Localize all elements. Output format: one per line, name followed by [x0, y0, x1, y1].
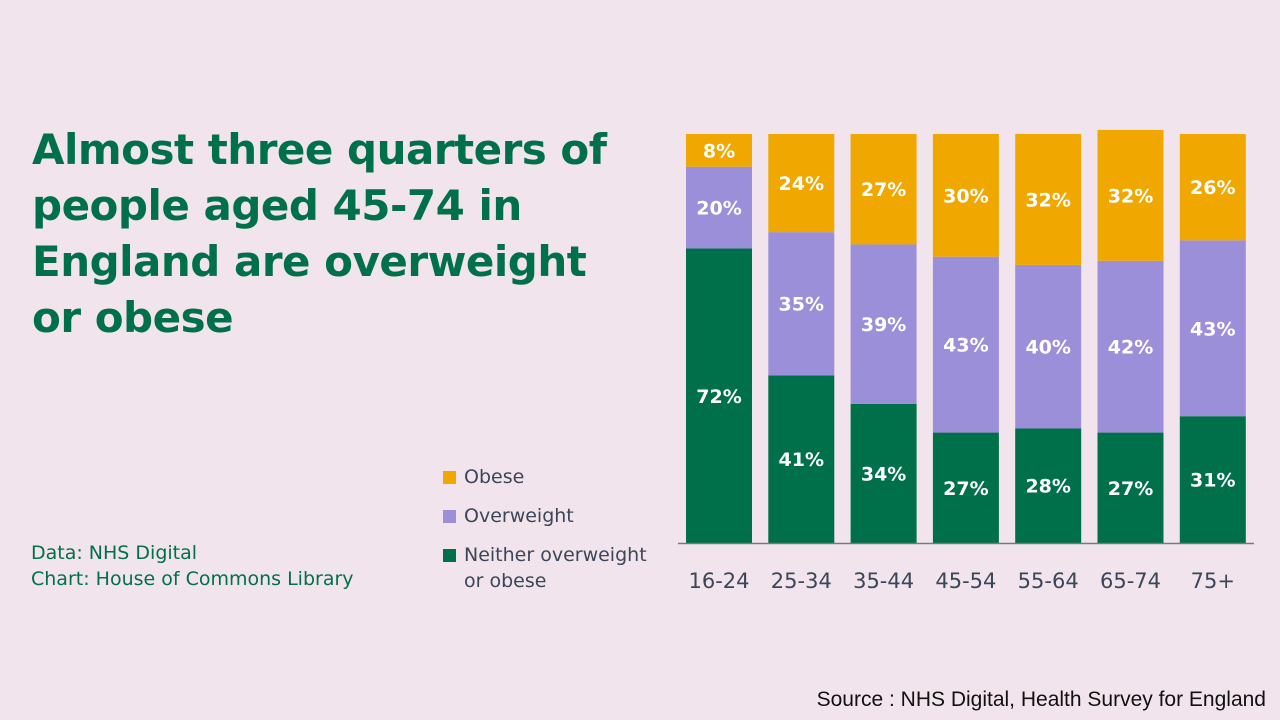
bar-neither-overweight-or-obese-55-64 [1015, 428, 1082, 543]
data-label-overweight-16-24: 20% [696, 198, 741, 220]
bar-neither-overweight-or-obese-65-74 [1097, 432, 1164, 543]
bar-obese-35-44 [850, 134, 917, 245]
x-tick-label-75: 75+ [1191, 569, 1235, 593]
bar-obese-45-54 [932, 134, 999, 257]
credits: Data: NHS Digital Chart: House of Common… [31, 540, 354, 592]
data-label-neither-overweight-or-obese-45-54: 27% [943, 478, 988, 500]
legend-swatch-overweight [443, 510, 456, 523]
chart-credit: Chart: House of Commons Library [31, 568, 354, 590]
bar-overweight-35-44 [850, 244, 917, 404]
x-tick-label-55-64: 55-64 [1018, 569, 1079, 593]
bar-neither-overweight-or-obese-25-34 [768, 375, 835, 543]
data-label-obese-35-44: 27% [861, 179, 906, 201]
legend-label-neither: Neither overweight or obese [464, 544, 647, 592]
legend: Obese Overweight Neither overweight or o… [443, 464, 673, 607]
data-label-obese-25-34: 24% [779, 173, 824, 195]
x-tick-label-45-54: 45-54 [935, 569, 996, 593]
bar-overweight-55-64 [1015, 264, 1082, 429]
bar-overweight-25-34 [768, 232, 835, 376]
data-label-obese-55-64: 32% [1025, 189, 1070, 211]
source-note: Source : NHS Digital, Health Survey for … [816, 688, 1266, 711]
data-label-obese-16-24: 8% [703, 140, 735, 162]
data-credit: Data: NHS Digital [31, 542, 198, 564]
legend-label-overweight: Overweight [464, 505, 574, 527]
x-tick-label-35-44: 35-44 [853, 569, 914, 593]
data-label-overweight-45-54: 43% [943, 335, 988, 357]
bar-obese-16-24 [686, 134, 752, 167]
data-label-overweight-55-64: 40% [1025, 337, 1070, 359]
data-label-neither-overweight-or-obese-25-34: 41% [779, 449, 824, 471]
legend-swatch-neither [443, 549, 456, 562]
bar-overweight-45-54 [932, 256, 999, 433]
bar-obese-75 [1179, 134, 1246, 241]
legend-item-obese: Obese [443, 464, 673, 490]
data-label-neither-overweight-or-obese-65-74: 27% [1108, 478, 1153, 500]
data-label-neither-overweight-or-obese-35-44: 34% [861, 463, 906, 485]
bar-neither-overweight-or-obese-45-54 [932, 432, 999, 543]
bar-obese-55-64 [1015, 134, 1082, 265]
data-label-overweight-65-74: 42% [1108, 337, 1153, 359]
stacked-bar-chart: 72% 20% 8% 16-24 41% 35% 24% 25-34 34% 39% 27% 35-4… [678, 129, 1254, 593]
legend-swatch-obese [443, 471, 456, 484]
bar-neither-overweight-or-obese-16-24 [686, 248, 752, 543]
x-tick-label-25-34: 25-34 [771, 569, 832, 593]
bar-overweight-16-24 [686, 166, 752, 249]
data-label-obese-75: 26% [1190, 177, 1235, 199]
legend-item-neither: Neither overweight or obese [443, 542, 673, 594]
bar-neither-overweight-or-obese-75 [1179, 416, 1246, 543]
bar-overweight-65-74 [1097, 260, 1164, 433]
legend-label-obese: Obese [464, 466, 525, 488]
bar-obese-65-74 [1097, 129, 1164, 261]
bar-obese-25-34 [768, 134, 835, 233]
legend-item-overweight: Overweight [443, 503, 673, 529]
data-label-obese-65-74: 32% [1108, 185, 1153, 207]
data-label-overweight-75: 43% [1190, 318, 1235, 340]
data-label-overweight-25-34: 35% [779, 294, 824, 316]
data-label-overweight-35-44: 39% [861, 314, 906, 336]
x-tick-label-16-24: 16-24 [688, 569, 749, 593]
x-tick-label-65-74: 65-74 [1100, 569, 1161, 593]
data-label-neither-overweight-or-obese-55-64: 28% [1025, 476, 1070, 498]
data-label-obese-45-54: 30% [943, 185, 988, 207]
data-label-neither-overweight-or-obese-75: 31% [1190, 470, 1235, 492]
bar-neither-overweight-or-obese-35-44 [850, 403, 917, 543]
chart-title: Almost three quarters of people aged 45-… [32, 125, 607, 342]
data-label-neither-overweight-or-obese-16-24: 72% [696, 386, 741, 408]
bar-overweight-75 [1179, 240, 1246, 417]
